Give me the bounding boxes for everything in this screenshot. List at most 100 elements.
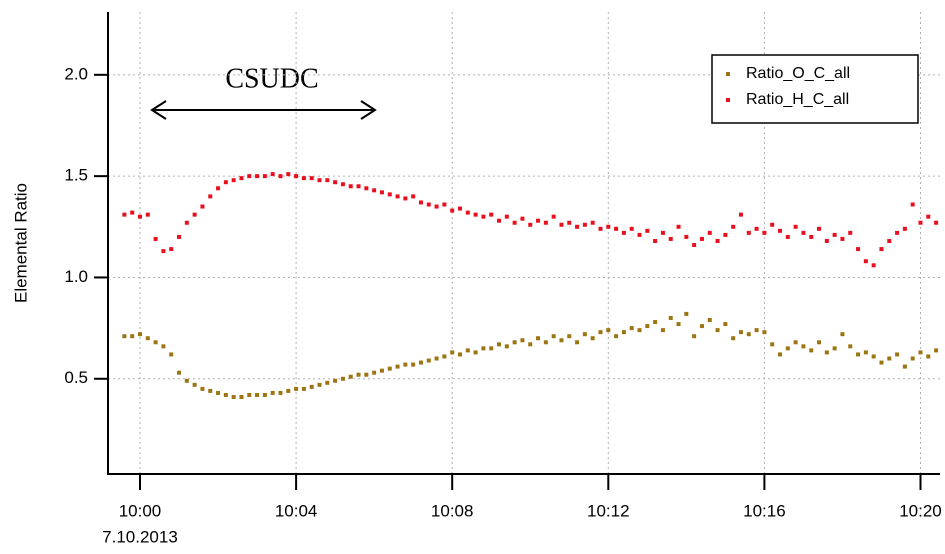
point bbox=[130, 334, 135, 339]
point bbox=[871, 263, 876, 268]
annotation-arrow bbox=[150, 100, 377, 120]
point bbox=[262, 174, 267, 179]
point bbox=[333, 378, 338, 383]
point bbox=[559, 222, 564, 227]
point bbox=[200, 386, 205, 391]
point bbox=[458, 352, 462, 357]
point bbox=[223, 180, 228, 185]
point bbox=[738, 212, 743, 217]
point bbox=[489, 212, 494, 217]
point bbox=[824, 238, 829, 243]
point bbox=[255, 174, 260, 179]
x-tick-label: 10:12 bbox=[587, 501, 630, 520]
point bbox=[309, 384, 314, 389]
point bbox=[715, 238, 720, 243]
point bbox=[512, 340, 517, 345]
y-tick-label: 1.5 bbox=[64, 166, 88, 185]
point bbox=[434, 204, 439, 209]
point bbox=[395, 364, 400, 369]
point bbox=[621, 230, 626, 235]
point bbox=[216, 390, 221, 395]
point bbox=[208, 194, 213, 199]
point bbox=[910, 356, 915, 361]
point bbox=[699, 236, 704, 241]
point bbox=[356, 372, 361, 377]
point bbox=[145, 212, 150, 217]
point bbox=[668, 236, 673, 241]
point bbox=[848, 344, 853, 349]
point bbox=[762, 230, 767, 235]
point bbox=[512, 220, 517, 225]
point bbox=[668, 315, 673, 320]
point bbox=[153, 340, 158, 345]
point bbox=[387, 366, 392, 371]
point bbox=[255, 392, 260, 397]
point bbox=[153, 236, 158, 241]
point bbox=[130, 210, 135, 215]
point bbox=[184, 220, 189, 225]
point bbox=[598, 330, 603, 335]
point bbox=[418, 360, 423, 365]
point bbox=[356, 184, 361, 189]
point bbox=[887, 356, 892, 361]
point bbox=[465, 348, 470, 353]
point bbox=[247, 174, 252, 179]
point bbox=[926, 354, 931, 359]
point bbox=[707, 318, 712, 322]
point bbox=[887, 238, 892, 243]
point bbox=[270, 390, 275, 395]
point bbox=[621, 330, 626, 335]
point bbox=[653, 320, 658, 325]
point bbox=[372, 188, 377, 193]
point bbox=[138, 332, 142, 337]
point bbox=[122, 334, 127, 339]
point bbox=[403, 362, 408, 367]
point bbox=[364, 186, 369, 191]
point bbox=[450, 350, 455, 355]
point bbox=[223, 392, 228, 397]
point bbox=[239, 395, 244, 399]
point bbox=[325, 380, 330, 385]
legend-label: Ratio_H_C_all bbox=[746, 91, 849, 108]
point bbox=[723, 322, 728, 327]
point bbox=[559, 338, 564, 343]
point bbox=[645, 228, 650, 233]
point bbox=[731, 336, 736, 341]
point bbox=[379, 190, 384, 195]
point bbox=[442, 202, 447, 207]
point bbox=[138, 214, 142, 219]
point bbox=[863, 350, 868, 355]
point bbox=[856, 247, 861, 252]
y-tick-label: 0.5 bbox=[64, 368, 88, 387]
point bbox=[770, 222, 775, 227]
date-label: 7.10.2013 bbox=[102, 527, 178, 546]
point bbox=[801, 344, 806, 349]
point bbox=[754, 226, 759, 231]
point bbox=[660, 328, 665, 333]
point bbox=[840, 332, 845, 337]
point bbox=[458, 206, 462, 211]
point bbox=[637, 328, 642, 333]
point bbox=[676, 322, 681, 327]
point bbox=[192, 212, 197, 217]
point bbox=[364, 372, 369, 377]
point bbox=[403, 196, 408, 201]
point bbox=[637, 232, 642, 237]
point bbox=[294, 174, 299, 179]
point bbox=[340, 376, 345, 381]
point bbox=[902, 226, 907, 231]
point bbox=[333, 180, 338, 185]
point bbox=[793, 340, 798, 345]
point bbox=[840, 236, 845, 241]
y-tick-label: 1.0 bbox=[64, 267, 88, 286]
point bbox=[614, 334, 619, 339]
point bbox=[426, 202, 431, 207]
point bbox=[629, 226, 634, 231]
point bbox=[575, 224, 580, 229]
point bbox=[778, 352, 782, 357]
point bbox=[762, 330, 767, 335]
point bbox=[247, 392, 252, 397]
point bbox=[520, 216, 525, 221]
series bbox=[122, 172, 939, 268]
point bbox=[793, 224, 798, 229]
